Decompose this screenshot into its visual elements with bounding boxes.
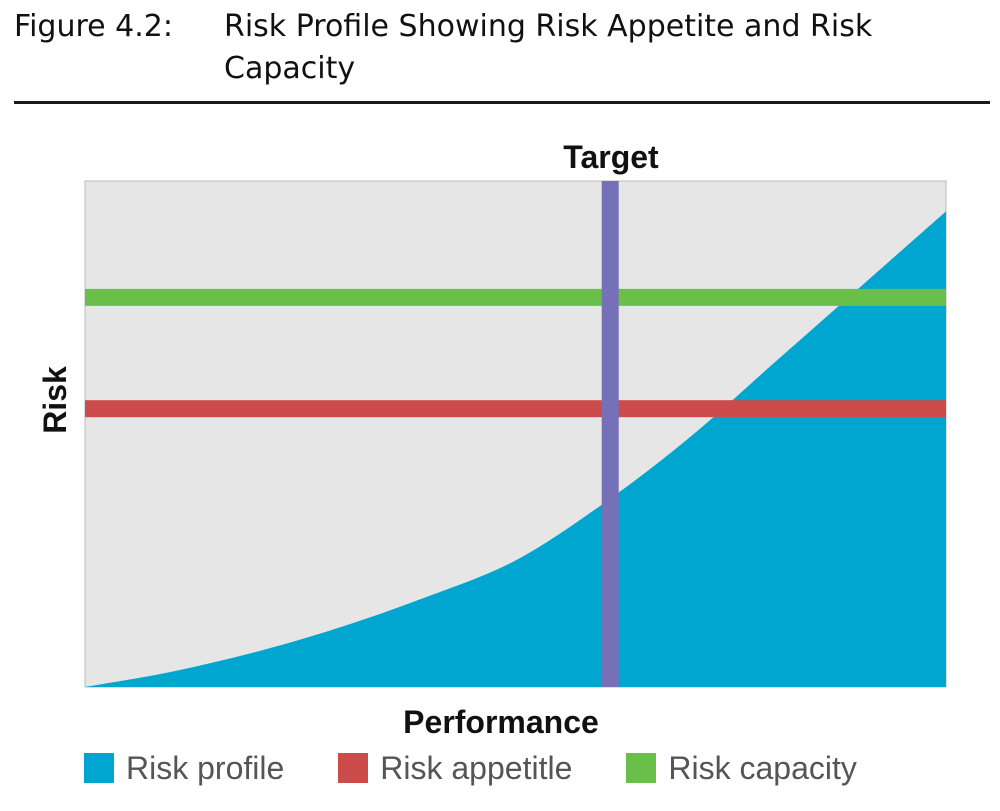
legend-swatch-risk-appetite [338,753,369,783]
y-axis-label: Risk [37,366,73,434]
legend-label-risk-profile: Risk profile [126,749,285,786]
chart-legend: Risk profile Risk appetitle Risk capacit… [84,748,964,788]
hline-layer [85,288,946,418]
legend-swatch-risk-capacity [626,753,657,783]
title-divider [14,101,990,104]
legend-label-risk-capacity: Risk capacity [668,749,857,786]
area-layer [85,211,946,688]
risk-profile-area [85,211,946,688]
legend-item-risk-appetite: Risk appetitle [338,750,572,787]
risk-capacity-line [85,288,946,306]
target-label: Target [563,139,659,175]
figure-title-text: Risk Profile Showing Risk Appetite and R… [224,9,873,86]
target-line [601,181,619,687]
risk-appetite-line [85,400,946,418]
legend-label-risk-appetite: Risk appetitle [380,749,573,786]
figure-title: Figure 4.2: Risk Profile Showing Risk App… [14,6,984,90]
legend-item-risk-capacity: Risk capacity [626,750,857,787]
figure-label: Figure 4.2: [14,9,173,44]
x-axis-label: Performance [403,704,599,740]
legend-item-risk-profile: Risk profile [84,750,284,787]
legend-swatch-risk-profile [84,753,114,783]
vline-layer [601,181,619,687]
